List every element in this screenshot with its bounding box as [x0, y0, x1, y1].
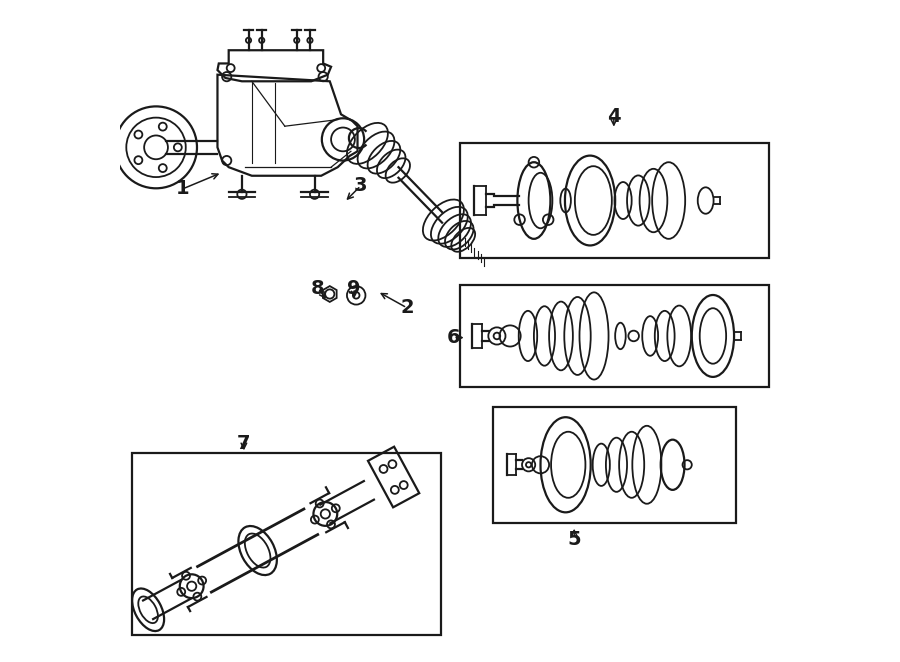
- Text: 9: 9: [347, 279, 361, 297]
- Text: 5: 5: [567, 530, 581, 549]
- Text: 4: 4: [607, 107, 621, 126]
- Bar: [460, 143, 770, 258]
- Text: 6: 6: [446, 328, 460, 347]
- Bar: [493, 407, 736, 522]
- Text: 1: 1: [176, 179, 189, 199]
- Text: 7: 7: [237, 434, 250, 453]
- Text: 3: 3: [354, 176, 367, 195]
- Bar: [131, 453, 441, 635]
- Bar: [460, 285, 770, 387]
- Text: 2: 2: [400, 299, 414, 317]
- Text: 8: 8: [311, 279, 325, 297]
